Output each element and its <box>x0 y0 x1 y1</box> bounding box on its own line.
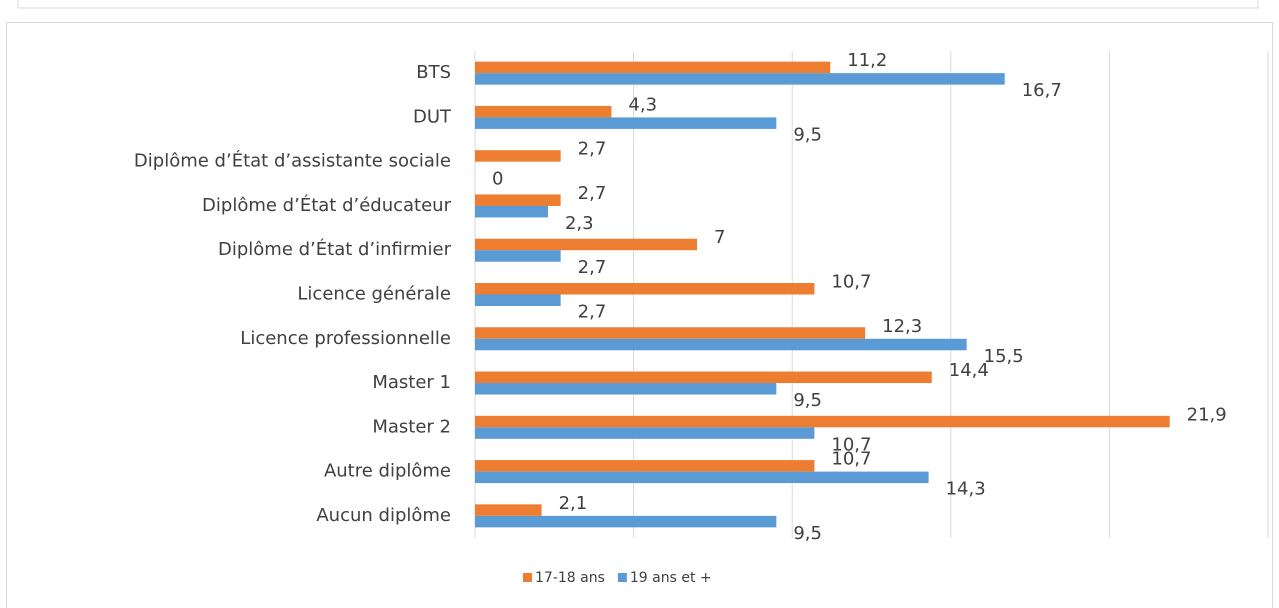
bar <box>475 471 929 484</box>
bar <box>475 427 815 439</box>
data-label: 2,7 <box>578 302 607 323</box>
data-label: 11,2 <box>847 50 887 71</box>
bar <box>475 238 698 251</box>
legend-swatch <box>523 573 532 582</box>
data-label: 15,5 <box>984 346 1024 367</box>
bar <box>475 515 777 528</box>
y-tick-label: Master 2 <box>372 416 451 437</box>
data-label: 10,7 <box>831 434 871 455</box>
data-label: 12,3 <box>882 316 922 337</box>
bar <box>475 371 932 384</box>
data-label: 10,7 <box>831 272 871 293</box>
bar <box>475 105 612 118</box>
bar <box>475 383 777 395</box>
y-tick-label: Diplôme d’État d’assistante sociale <box>134 150 451 172</box>
bar <box>475 117 777 129</box>
data-label: 4,3 <box>628 94 657 115</box>
data-label: 16,7 <box>1022 80 1062 101</box>
data-label: 2,7 <box>578 257 607 278</box>
y-tick-label: Autre diplôme <box>324 461 451 482</box>
data-label: 2,1 <box>559 493 588 514</box>
y-tick-label: Licence générale <box>297 284 451 305</box>
data-label: 7 <box>714 227 725 248</box>
bar <box>475 415 1170 428</box>
bar <box>475 61 831 74</box>
y-tick-label: Licence professionnelle <box>240 328 451 349</box>
y-tick-label: Diplôme d’État d’infirmier <box>218 238 452 260</box>
data-label: 0 <box>492 169 503 190</box>
data-label: 2,3 <box>565 213 594 234</box>
data-label: 2,7 <box>578 183 607 204</box>
bar <box>475 150 561 162</box>
bar <box>475 294 561 306</box>
bar <box>475 194 561 206</box>
y-tick-label: BTS <box>416 62 451 83</box>
bar <box>475 504 542 516</box>
data-label: 21,9 <box>1187 404 1227 425</box>
legend-swatch <box>617 573 627 582</box>
data-label: 14,3 <box>946 479 986 500</box>
previous-frame <box>17 0 1259 9</box>
y-tick-label: DUT <box>413 106 452 127</box>
bar <box>475 327 866 339</box>
y-tick-label: Master 1 <box>372 372 451 393</box>
bar <box>475 205 548 218</box>
legend-label: 17-18 ans <box>535 570 605 586</box>
legend-label: 19 ans et + <box>630 570 712 586</box>
data-label: 2,7 <box>578 139 607 160</box>
bar <box>475 338 967 351</box>
data-label: 9,5 <box>793 124 822 145</box>
bar <box>475 460 815 472</box>
bar <box>475 283 815 295</box>
bar <box>475 250 561 262</box>
data-label: 10,7 <box>831 449 871 470</box>
data-label: 9,5 <box>793 390 822 411</box>
y-tick-label: Diplôme d’État d’éducateur <box>202 194 452 216</box>
data-label: 14,4 <box>949 360 989 381</box>
bar <box>475 73 1005 85</box>
y-tick-label: Aucun diplôme <box>316 505 451 526</box>
data-label: 9,5 <box>793 523 822 544</box>
